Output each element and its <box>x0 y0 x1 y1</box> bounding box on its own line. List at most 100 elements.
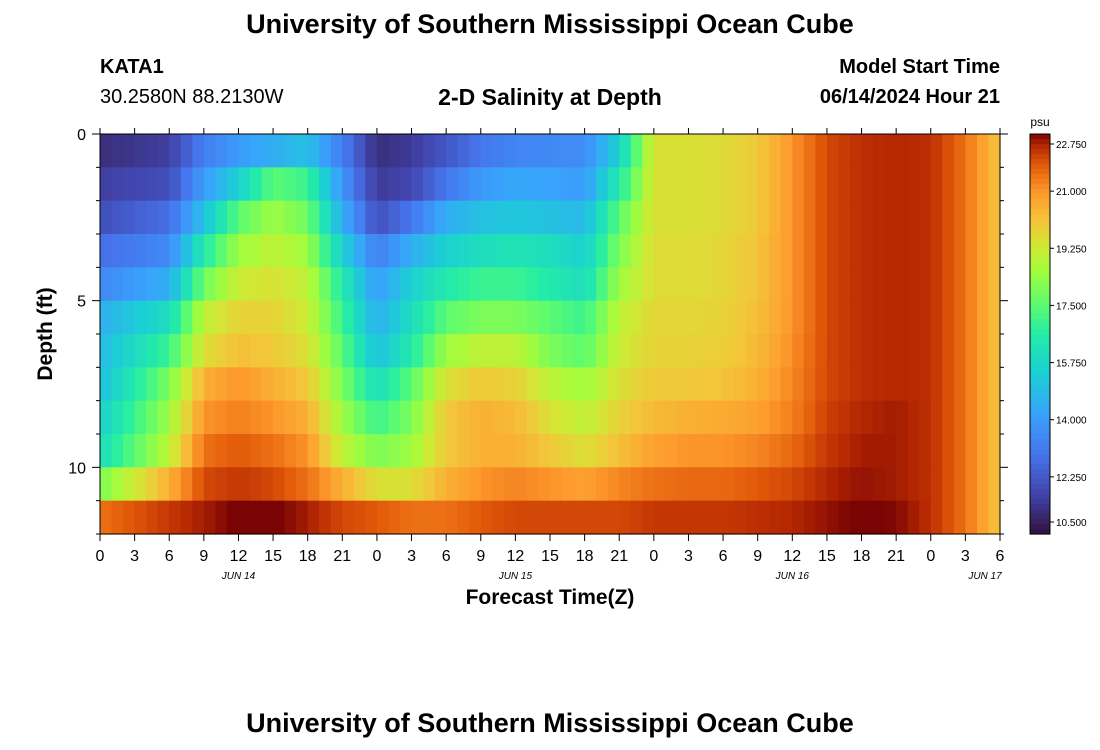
heatmap-cell <box>642 134 655 168</box>
heatmap-cell <box>896 400 909 435</box>
heatmap-cell <box>411 167 424 202</box>
colorbar-segment <box>1030 309 1050 315</box>
heatmap-cell <box>538 400 551 435</box>
heatmap-cell <box>457 367 470 402</box>
heatmap-cell <box>607 200 620 235</box>
heatmap-cell <box>469 467 482 502</box>
heatmap-cell <box>446 200 459 235</box>
model-start-value: 06/14/2024 Hour 21 <box>819 86 1000 108</box>
heatmap-cell <box>734 167 747 202</box>
heatmap-cell <box>446 300 459 335</box>
heatmap-cell <box>307 434 320 468</box>
heatmap-cell <box>723 500 736 535</box>
heatmap-cell <box>838 200 851 235</box>
x-tick-label: 3 <box>130 548 139 565</box>
heatmap-cell <box>111 500 124 535</box>
heatmap-cell <box>942 200 955 235</box>
heatmap-cell <box>100 367 113 402</box>
heatmap-cell <box>653 467 666 502</box>
heatmap-cell <box>665 267 678 302</box>
colorbar-segment <box>1030 509 1050 515</box>
heatmap-cell <box>342 400 355 435</box>
heatmap-cell <box>861 367 874 402</box>
colorbar-segment <box>1030 354 1050 360</box>
heatmap-cell <box>850 267 863 302</box>
heatmap-cell <box>723 300 736 335</box>
heatmap-cell <box>330 234 343 268</box>
heatmap-cell <box>584 367 597 402</box>
heatmap-cell <box>480 334 493 368</box>
heatmap-cell <box>180 267 193 302</box>
heatmap-cell <box>469 334 482 368</box>
heatmap-cell <box>307 234 320 268</box>
colorbar-segment <box>1030 484 1050 490</box>
heatmap-cell <box>134 300 147 335</box>
heatmap-cell <box>734 400 747 435</box>
heatmap-cell <box>503 167 516 202</box>
heatmap-cell <box>238 434 251 468</box>
heatmap-cell <box>884 434 897 468</box>
heatmap-cell <box>503 434 516 468</box>
heatmap-cell <box>342 467 355 502</box>
heatmap-cell <box>803 234 816 268</box>
heatmap-cell <box>296 134 309 168</box>
x-tick-label: 21 <box>333 548 351 565</box>
heatmap-cell <box>780 400 793 435</box>
heatmap-cell <box>203 334 216 368</box>
heatmap-cell <box>296 367 309 402</box>
x-tick-label: 21 <box>610 548 628 565</box>
heatmap-cell <box>319 467 332 502</box>
heatmap-cell <box>711 334 724 368</box>
heatmap-cell <box>746 467 759 502</box>
heatmap-cell <box>930 500 943 535</box>
heatmap-cell <box>261 467 274 502</box>
heatmap-cell <box>919 267 932 302</box>
heatmap-cell <box>734 367 747 402</box>
heatmap-cell <box>353 167 366 202</box>
colorbar-segment <box>1030 454 1050 460</box>
heatmap-cell <box>942 400 955 435</box>
heatmap-cell <box>896 334 909 368</box>
heatmap-cell <box>734 434 747 468</box>
heatmap-cell <box>123 134 136 168</box>
heatmap-cell <box>688 434 701 468</box>
heatmap-cell <box>134 200 147 235</box>
heatmap-cell <box>469 167 482 202</box>
heatmap-cell <box>607 234 620 268</box>
heatmap-cell <box>250 367 263 402</box>
heatmap-cell <box>988 300 1001 335</box>
heatmap-cell <box>503 334 516 368</box>
heatmap-cell <box>515 434 528 468</box>
heatmap-cell <box>815 234 828 268</box>
heatmap-cell <box>423 467 436 502</box>
heatmap-cell <box>146 200 159 235</box>
heatmap-cell <box>838 267 851 302</box>
heatmap-cell <box>573 367 586 402</box>
heatmap-cell <box>319 300 332 335</box>
heatmap-cell <box>676 367 690 402</box>
heatmap-cell <box>480 134 493 168</box>
heatmap-cell <box>123 300 136 335</box>
heatmap-cell <box>307 367 320 402</box>
colorbar-unit: psu <box>1030 115 1049 129</box>
colorbar-segment <box>1030 344 1050 350</box>
heatmap-cell <box>630 467 643 502</box>
x-tick-label: 0 <box>649 548 658 565</box>
heatmap-cell <box>134 134 147 168</box>
heatmap-cell <box>157 400 170 435</box>
heatmap-cell <box>284 467 297 502</box>
heatmap-cell <box>434 267 447 302</box>
heatmap-cell <box>861 300 874 335</box>
heatmap-cell <box>446 134 459 168</box>
heatmap-cell <box>261 400 274 435</box>
heatmap-cell <box>896 200 909 235</box>
heatmap-cell <box>942 167 955 202</box>
colorbar-segment <box>1030 164 1050 170</box>
heatmap-cell <box>365 434 378 468</box>
heatmap-cell <box>376 267 390 302</box>
heatmap-cell <box>238 267 251 302</box>
heatmap-cell <box>365 267 378 302</box>
heatmap-cell <box>838 467 851 502</box>
heatmap-cell <box>400 234 413 268</box>
heatmap-cell <box>607 167 620 202</box>
